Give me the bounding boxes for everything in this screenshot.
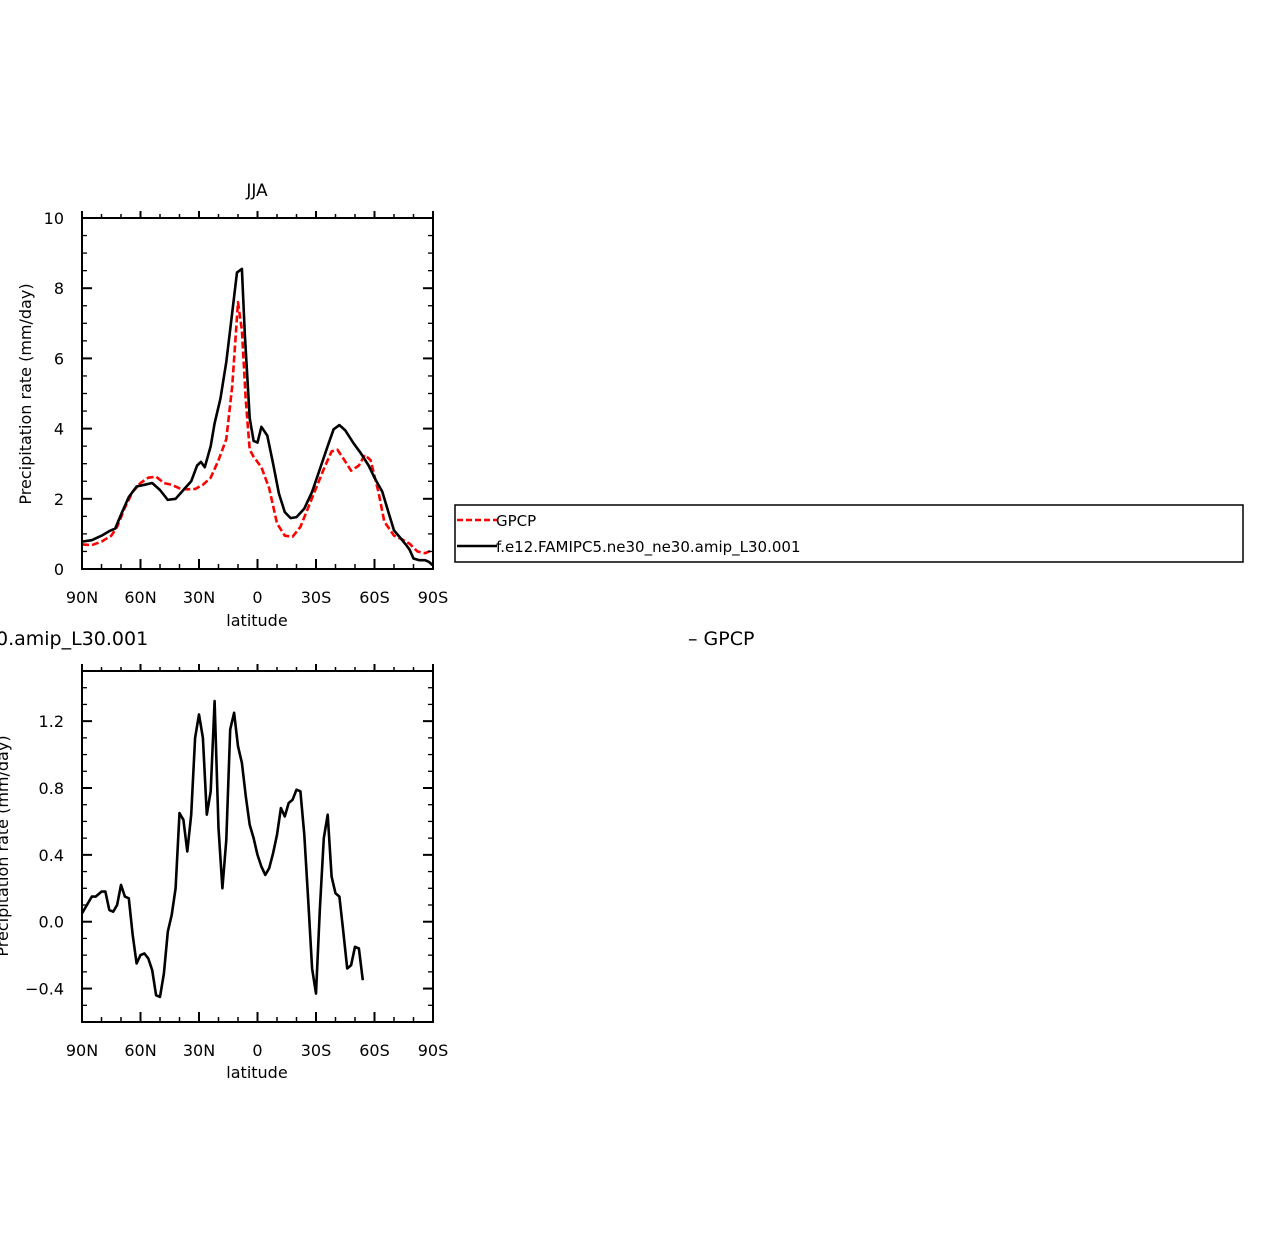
- bottom-y-tick-label: 0.8: [39, 779, 64, 798]
- bottom-y-tick-label: −0.4: [25, 980, 64, 999]
- top-x-axis-label: latitude: [226, 611, 287, 630]
- bottom-x-tick-label: 0: [252, 1041, 262, 1060]
- bottom-series-line-0: [80, 699, 365, 999]
- top-y-tick-label: 6: [54, 349, 64, 368]
- top-chart-title: JJA: [245, 181, 268, 201]
- top-y-tick-label: 10: [44, 209, 64, 228]
- bottom-x-tick-label: 60N: [124, 1041, 156, 1060]
- bottom-x-axis-label: latitude: [226, 1063, 287, 1082]
- top-x-tick-label: 0: [252, 588, 262, 607]
- top-x-tick-label: 30N: [183, 588, 215, 607]
- top-y-tick-label: 8: [54, 279, 64, 298]
- bottom-title-left: 0.amip_L30.001: [0, 628, 148, 650]
- top-x-tick-label: 90N: [66, 588, 98, 607]
- bottom-x-tick-label: 90N: [66, 1041, 98, 1060]
- bottom-x-tick-label: 60S: [359, 1041, 390, 1060]
- bottom-plot-frame: [81, 670, 434, 1023]
- legend-label-model: f.e12.FAMIPC5.ne30_ne30.amip_L30.001: [496, 538, 801, 557]
- top-x-tick-label: 30S: [301, 588, 332, 607]
- top-x-tick-label: 60N: [124, 588, 156, 607]
- top-y-axis-label: Precipitation rate (mm/day): [16, 283, 35, 504]
- top-series-group: [81, 267, 434, 567]
- bottom-series-group: [80, 699, 365, 999]
- bottom-y-tick-label: 0.4: [39, 846, 64, 865]
- bottom-y-tick-label: 1.2: [39, 712, 64, 731]
- top-y-tick-label: 0: [54, 560, 64, 579]
- bottom-y-axis-label: Precipitation rate (mm/day): [0, 735, 12, 956]
- bottom-x-tick-label: 30S: [301, 1041, 332, 1060]
- top-x-tick-label: 60S: [359, 588, 390, 607]
- legend: GPCP f.e12.FAMIPC5.ne30_ne30.amip_L30.00…: [454, 504, 1244, 563]
- top-y-tick-label: 4: [54, 420, 64, 439]
- legend-label-gpcp: GPCP: [496, 512, 536, 530]
- bottom-title-right-text: GPCP: [704, 628, 755, 650]
- top-series-line-f-e12-famipc5-ne30-ne30-amip-l30-001: [81, 267, 434, 567]
- legend-box: [454, 504, 1244, 563]
- bottom-x-tick-label: 90S: [418, 1041, 449, 1060]
- top-ticks-group: 90N 60N 30N 0 30S 60S 90S 0 2 4 6 8 10: [44, 209, 449, 607]
- bottom-ticks-group: 90N 60N 30N 0 30S 60S 90S −0.4 0.0 0.4 0.8 1.2: [25, 664, 448, 1060]
- panel-bottom-difference: 0.amip_L30.001 – GPCP 90N 60N 30N 0 30S 60S 90…: [0, 628, 754, 1082]
- bottom-x-tick-label: 30N: [183, 1041, 215, 1060]
- bottom-y-tick-label: 0.0: [39, 913, 64, 932]
- top-x-tick-label: 90S: [418, 588, 449, 607]
- top-series-line-gpcp: [81, 300, 434, 555]
- bottom-title-right: – GPCP: [688, 628, 754, 650]
- top-y-tick-label: 2: [54, 490, 64, 509]
- top-plot-frame: [81, 217, 434, 570]
